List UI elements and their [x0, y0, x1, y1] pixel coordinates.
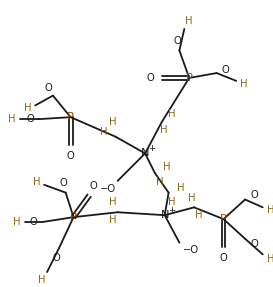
Text: H: H — [163, 162, 170, 172]
Text: O: O — [60, 178, 68, 188]
Text: H: H — [267, 205, 273, 215]
Text: O: O — [67, 151, 75, 161]
Text: H: H — [109, 197, 117, 208]
Text: H: H — [13, 217, 20, 227]
Text: H: H — [185, 16, 193, 26]
Text: P: P — [186, 73, 193, 83]
Text: O: O — [26, 114, 34, 124]
Text: P: P — [67, 112, 74, 122]
Text: H: H — [177, 183, 184, 193]
Text: −O: −O — [183, 245, 199, 255]
Text: H: H — [267, 254, 273, 264]
Text: H: H — [240, 79, 248, 89]
Text: H: H — [160, 125, 167, 135]
Text: −O: −O — [100, 184, 116, 194]
Text: O: O — [174, 36, 181, 46]
Text: O: O — [89, 181, 97, 191]
Text: H: H — [8, 114, 16, 124]
Text: N: N — [161, 210, 169, 220]
Text: P: P — [70, 212, 77, 222]
Text: O: O — [250, 238, 258, 249]
Text: H: H — [195, 210, 203, 220]
Text: O: O — [220, 253, 227, 263]
Text: +: + — [148, 144, 156, 153]
Text: +: + — [168, 206, 175, 215]
Text: H: H — [168, 109, 175, 119]
Text: O: O — [146, 73, 154, 83]
Text: O: O — [250, 190, 258, 199]
Text: H: H — [24, 103, 31, 113]
Text: H: H — [38, 275, 46, 285]
Text: H: H — [156, 177, 164, 187]
Text: O: O — [44, 83, 52, 93]
Text: H: H — [32, 177, 40, 187]
Text: H: H — [109, 215, 117, 225]
Text: N: N — [141, 148, 149, 158]
Text: H: H — [109, 117, 117, 127]
Text: H: H — [100, 127, 108, 137]
Text: O: O — [52, 253, 60, 263]
Text: P: P — [220, 214, 227, 224]
Text: H: H — [188, 193, 196, 203]
Text: O: O — [29, 217, 37, 227]
Text: O: O — [222, 65, 229, 75]
Text: H: H — [168, 197, 175, 208]
